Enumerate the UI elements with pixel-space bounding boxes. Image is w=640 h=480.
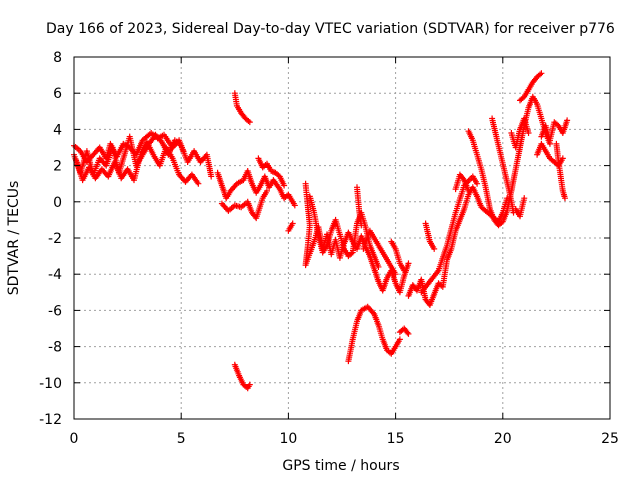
data-point-trace	[512, 195, 528, 220]
data-point-trace	[517, 70, 545, 104]
x-tick-label: 10	[279, 431, 297, 447]
y-tick-label: -4	[48, 267, 62, 283]
x-axis-label: GPS time / hours	[282, 458, 399, 474]
x-tick-label: 25	[601, 431, 619, 447]
data-point-trace	[388, 238, 408, 274]
y-axis-ticks: -12 -10 -8 -6 -4 -2 0 2 4 6 8	[39, 50, 610, 428]
data-point-trace	[489, 115, 517, 216]
x-tick-label: 15	[387, 431, 405, 447]
data-point-trace	[354, 184, 365, 229]
x-tick-label: 20	[494, 431, 512, 447]
chart-title: Day 166 of 2023, Sidereal Day-to-day VTE…	[46, 21, 615, 37]
data-point-trace	[452, 171, 472, 194]
data-point-trace	[345, 303, 403, 365]
y-tick-label: 8	[53, 50, 62, 66]
x-tick-label: 0	[70, 431, 79, 447]
y-tick-label: -8	[48, 340, 62, 356]
y-axis-label: SDTVAR / TECUs	[6, 181, 22, 296]
data-point-trace	[73, 139, 202, 187]
data-point-trace	[231, 361, 253, 392]
data-point-trace	[255, 155, 288, 189]
y-tick-label: 4	[53, 122, 62, 138]
data-point-trace	[218, 187, 270, 222]
y-tick-label: -2	[48, 231, 62, 247]
data-point-trace	[465, 93, 553, 229]
x-tick-label: 5	[177, 431, 186, 447]
y-tick-label: -10	[39, 376, 62, 392]
data-point-trace	[285, 220, 296, 234]
data-point-trace	[422, 220, 438, 252]
y-tick-label: -12	[39, 412, 62, 428]
y-tick-label: -6	[48, 303, 62, 319]
y-tick-label: 2	[53, 159, 62, 175]
data-point-trace	[538, 117, 571, 144]
data-point-trace	[231, 90, 253, 126]
y-tick-label: 6	[53, 86, 62, 102]
data-markers	[71, 70, 571, 392]
data-point-trace	[360, 227, 399, 278]
data-point-trace	[508, 115, 532, 151]
data-point-trace	[418, 173, 481, 296]
data-point-trace	[396, 325, 412, 337]
data-point-trace	[553, 140, 568, 202]
data-point-trace	[214, 168, 298, 209]
y-tick-label: 0	[53, 195, 62, 211]
x-axis-ticks: 0 5 10 15 20 25	[70, 57, 619, 447]
